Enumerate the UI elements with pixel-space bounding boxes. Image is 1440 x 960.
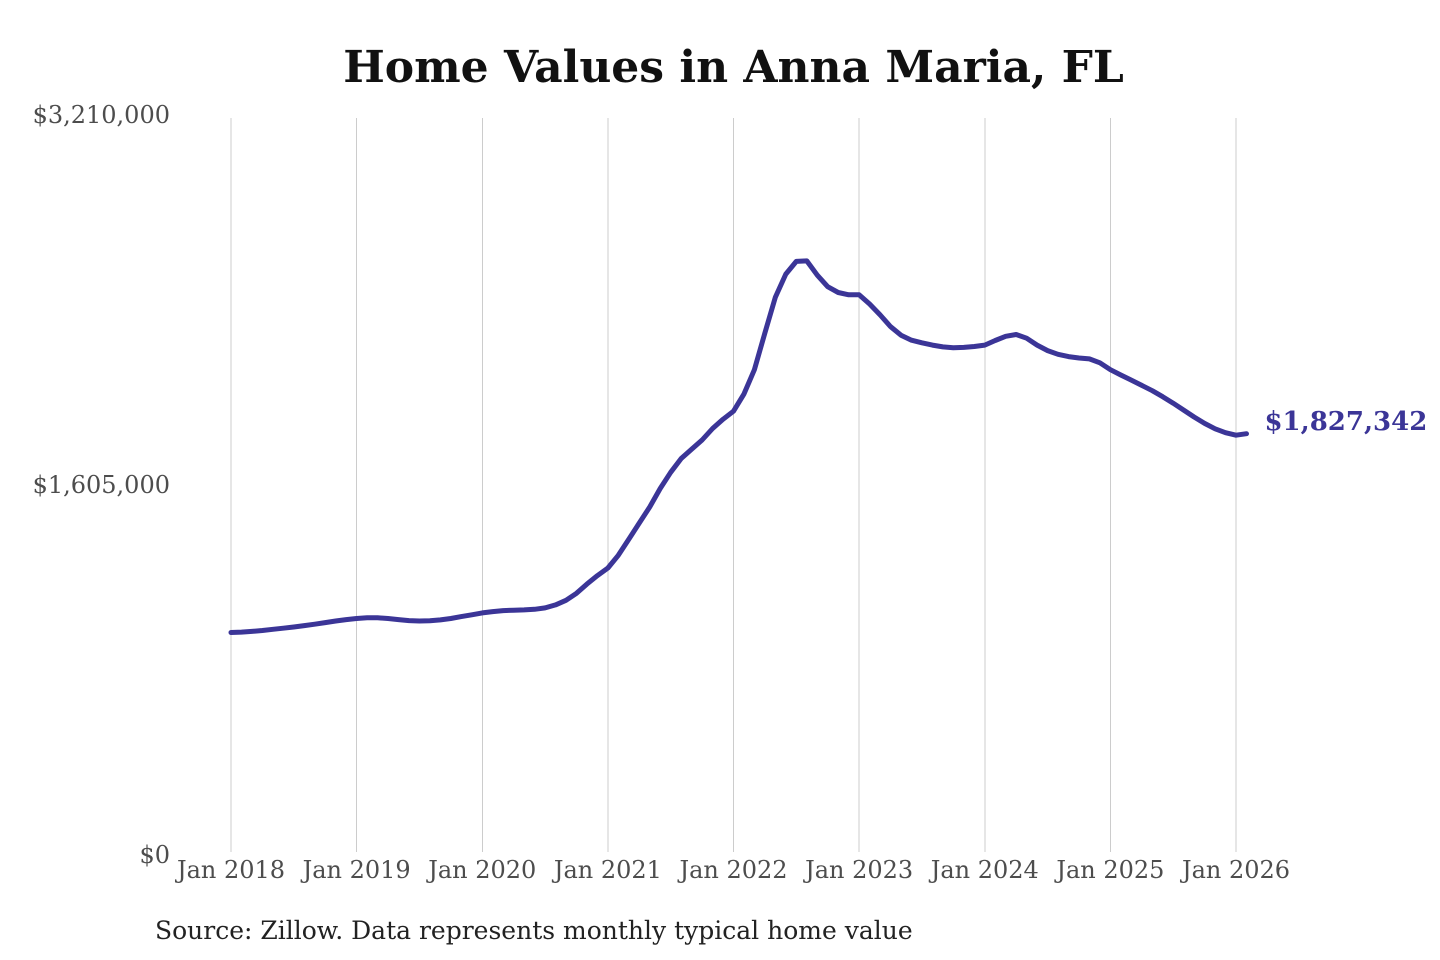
y-tick-label: $3,210,000 xyxy=(32,101,170,129)
home-value-line xyxy=(228,258,1249,635)
latest-value-label: $1,827,342 xyxy=(1264,406,1428,437)
x-tick-label: Jan 2026 xyxy=(1181,856,1291,884)
y-tick-label: $1,605,000 xyxy=(32,471,170,499)
chart-title: Home Values in Anna Maria, FL xyxy=(343,42,1124,93)
x-tick-label: Jan 2024 xyxy=(930,856,1039,884)
x-tick-label: Jan 2019 xyxy=(302,856,411,884)
y-tick-label: $0 xyxy=(139,841,170,869)
gridlines xyxy=(230,118,1237,852)
x-tick-label: Jan 2020 xyxy=(428,856,537,884)
x-tick-label: Jan 2025 xyxy=(1056,856,1165,884)
x-tick-label: Jan 2022 xyxy=(679,856,788,884)
x-tick-label: Jan 2021 xyxy=(553,856,662,884)
source-note: Source: Zillow. Data represents monthly … xyxy=(155,916,913,945)
x-tick-label: Jan 2023 xyxy=(805,856,914,884)
x-tick-label: Jan 2018 xyxy=(176,856,286,884)
